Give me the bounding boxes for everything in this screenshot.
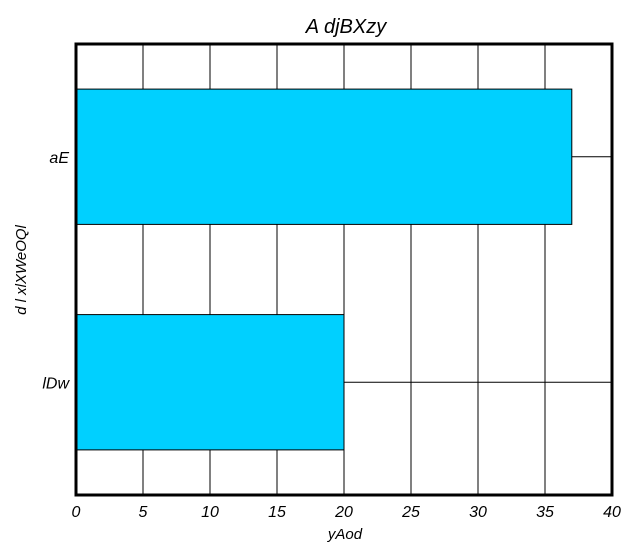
x-tick-label-25: 25 — [401, 504, 420, 521]
x-tick-labels: 0 5 10 15 20 25 30 35 40 — [72, 504, 621, 521]
x-axis-label: yAod — [327, 526, 363, 543]
y-tick-label-aE: aE — [49, 150, 69, 167]
bar-lDw — [75, 314, 345, 451]
x-tick-label-30: 30 — [469, 504, 487, 521]
x-tick-label-15: 15 — [268, 504, 286, 521]
bars — [75, 88, 573, 451]
y-axis-label: d l xlXWeOQl — [13, 224, 30, 314]
x-tick-label-35: 35 — [536, 504, 554, 521]
x-tick-label-10: 10 — [201, 504, 219, 521]
bar-aE — [75, 88, 573, 225]
y-tick-labels: aE lDw — [42, 150, 70, 393]
x-tick-label-20: 20 — [334, 504, 353, 521]
chart-title: A djBXzy — [305, 16, 387, 38]
x-tick-label-5: 5 — [139, 504, 148, 521]
plot-frame — [74, 42, 614, 497]
y-tick-label-lDw: lDw — [42, 375, 70, 392]
x-tick-label-40: 40 — [603, 504, 621, 521]
x-tick-label-0: 0 — [72, 504, 81, 521]
